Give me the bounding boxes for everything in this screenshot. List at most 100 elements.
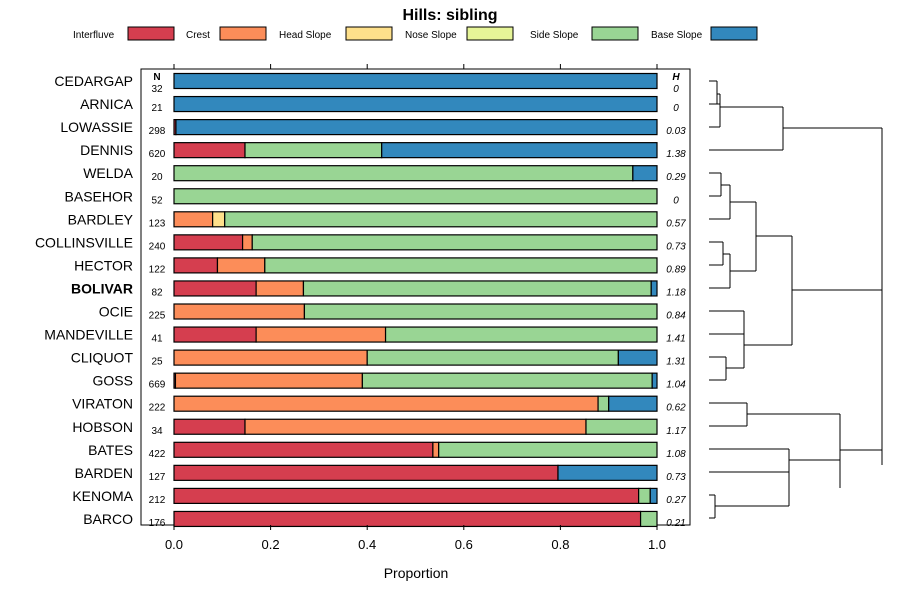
bar-rows: CEDARGAP 32 0 ARNICA 21 0 LOWASSIE 298 0.03 DENNI… (35, 72, 686, 529)
row-label: GOSS (93, 373, 133, 389)
n-value: 212 (149, 495, 166, 506)
h-value: 1.41 (666, 334, 685, 345)
bar-segment-base-slope (651, 372, 658, 389)
row-label: CLIQUOT (71, 350, 134, 366)
row-label: BOLIVAR (71, 280, 133, 296)
legend-swatch (591, 26, 639, 41)
row-barco: BARCO 176 0.21 (83, 510, 686, 529)
bar-segment-base-slope (381, 142, 658, 159)
bar-segment-base-slope (608, 395, 658, 412)
chart-title: Hills: sibling (402, 7, 497, 24)
bar-segment-side-slope (638, 487, 651, 504)
h-value: 1.04 (666, 380, 686, 391)
row-cedargap: CEDARGAP 32 0 (54, 72, 679, 95)
x-tick-label: 0.8 (551, 537, 569, 552)
row-welda: WELDA 20 0.29 (83, 165, 686, 183)
row-label: ARNICA (80, 96, 134, 112)
legend-item-base-slope: Base Slope (651, 26, 758, 41)
x-tick-label: 0.4 (358, 537, 376, 552)
bar-segment-side-slope (639, 510, 658, 528)
row-label: DENNIS (80, 142, 133, 158)
bar-segment-side-slope (173, 188, 658, 205)
x-axis: 0.0 0.2 0.4 0.6 0.8 1.0 (165, 64, 666, 552)
n-value: 225 (149, 311, 166, 322)
row-viraton: VIRATON 222 0.62 (72, 395, 686, 414)
bar-segment-interfluve (173, 280, 257, 297)
bar-segment-base-slope (650, 280, 658, 297)
legend-label: Interfluve (73, 30, 115, 41)
n-value: 34 (151, 426, 163, 437)
legend-label: Base Slope (651, 30, 703, 41)
bar-segment-crest (241, 234, 253, 251)
bar-segment-side-slope (597, 395, 610, 412)
n-column-header: N (153, 72, 160, 83)
h-value: 1.18 (666, 287, 686, 298)
legend-label: Head Slope (279, 30, 332, 41)
bar-segment-base-slope (557, 464, 658, 481)
row-lowassie: LOWASSIE 298 0.03 (60, 118, 686, 137)
dendrogram-cluster-1 (709, 80, 882, 151)
h-value: 1.38 (666, 149, 686, 160)
bar-segment-side-slope (251, 234, 658, 251)
bar-segment-side-slope (224, 211, 658, 228)
n-value: 25 (151, 357, 163, 368)
bar-segment-crest (174, 372, 363, 389)
row-label: CEDARGAP (54, 73, 133, 89)
bar-segment-crest (255, 280, 305, 297)
bar-segment-crest (173, 303, 306, 320)
row-cliquot: CLIQUOT 25 1.31 (71, 349, 686, 368)
legend-label: Crest (186, 30, 210, 41)
row-label: BATES (88, 442, 133, 458)
row-collinsville: COLLINSVILLE 240 0.73 (35, 234, 686, 252)
bar-segment-interfluve (173, 142, 246, 159)
n-value: 32 (151, 84, 163, 95)
h-value: 0.29 (666, 172, 686, 183)
bar-segment-side-slope (264, 257, 658, 274)
legend-item-nose-slope: Nose Slope (405, 26, 514, 41)
row-label: BARCO (83, 511, 133, 527)
bar-segment-side-slope (302, 280, 652, 297)
n-value: 123 (149, 218, 166, 229)
h-value: 0.73 (666, 241, 686, 252)
legend-swatch (710, 26, 758, 41)
n-value: 422 (149, 449, 166, 460)
n-value: 82 (151, 287, 163, 298)
dendrogram-cluster-2 (709, 172, 792, 289)
x-tick-label: 0.0 (165, 537, 183, 552)
row-label: MANDEVILLE (44, 327, 133, 343)
x-tick-label: 0.6 (455, 537, 473, 552)
legend-label: Nose Slope (405, 30, 457, 41)
row-hector: HECTOR 122 0.89 (74, 257, 686, 275)
legend-swatch (466, 26, 514, 41)
bar-segment-base-slope (175, 118, 658, 136)
h-value: 0.57 (666, 218, 686, 229)
row-barden: BARDEN 127 0.73 (75, 464, 686, 483)
row-label: BARDEN (75, 465, 133, 481)
h-value: 0.84 (666, 311, 686, 322)
n-value: 620 (149, 149, 166, 160)
h-column-header: H (672, 72, 680, 83)
row-label: KENOMA (72, 488, 133, 504)
bar-segment-base-slope (632, 165, 658, 182)
bar-segment-side-slope (366, 349, 619, 366)
dendrogram (709, 80, 883, 519)
bar-segment-side-slope (585, 418, 658, 435)
bar-segment-base-slope (617, 349, 658, 366)
row-bolivar: BOLIVAR 82 1.18 (71, 280, 686, 298)
n-value: 52 (151, 195, 163, 206)
row-label: HOBSON (72, 419, 133, 435)
row-label: LOWASSIE (60, 119, 133, 135)
h-value: 0 (673, 103, 679, 114)
row-label: BASEHOR (65, 188, 133, 204)
bar-segment-interfluve (173, 326, 257, 343)
bar-segment-interfluve (173, 510, 642, 528)
n-value: 21 (151, 103, 163, 114)
legend-swatch (345, 26, 393, 41)
bar-segment-side-slope (438, 441, 658, 458)
bar-segment-interfluve (173, 487, 640, 504)
bar-segment-side-slope (173, 165, 634, 182)
h-value: 1.08 (666, 449, 686, 460)
bar-segment-crest (173, 211, 214, 228)
row-label: OCIE (99, 304, 133, 320)
